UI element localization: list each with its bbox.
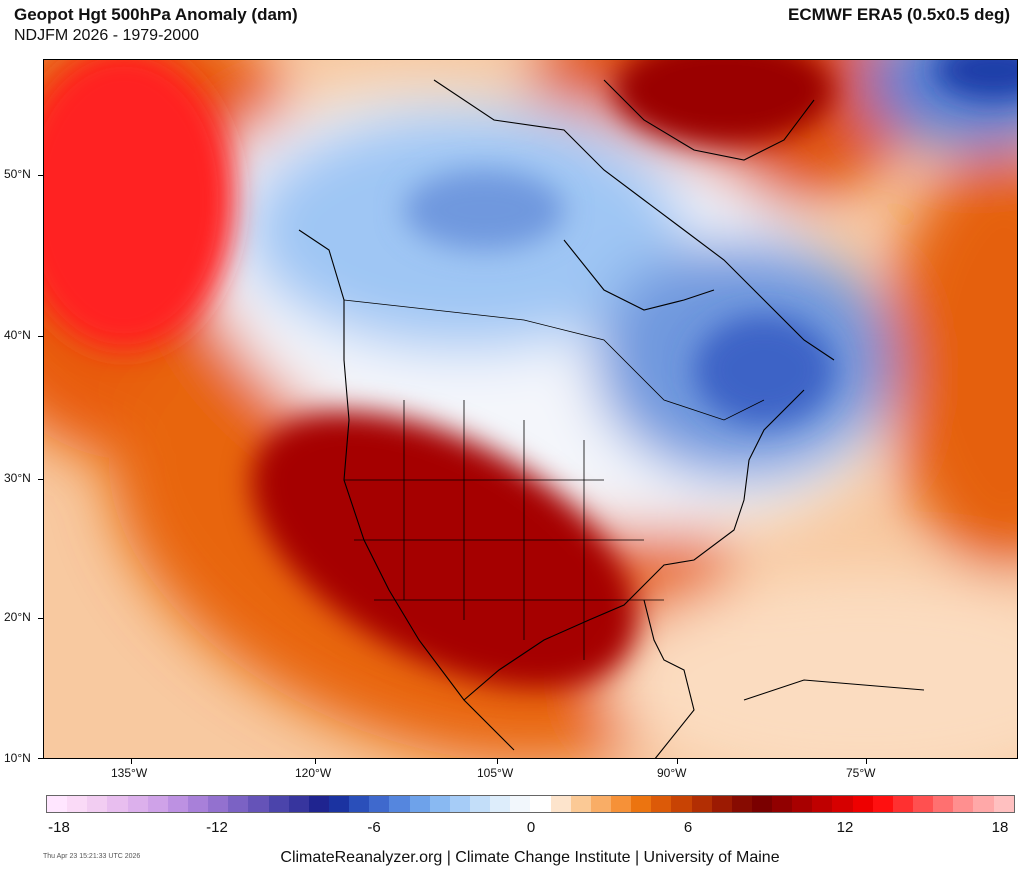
timestamp: Thu Apr 23 15:21:33 UTC 2026 xyxy=(43,853,141,860)
colorbar-swatch xyxy=(167,796,188,812)
colorbar-swatch xyxy=(490,796,511,812)
colorbar-swatch xyxy=(127,796,148,812)
colorbar-swatch xyxy=(349,796,370,812)
colorbar-swatch xyxy=(832,796,853,812)
colorbar-swatch xyxy=(852,796,873,812)
colorbar-swatch xyxy=(248,796,269,812)
colorbar-label: -12 xyxy=(206,819,228,836)
lat-tick xyxy=(38,618,43,619)
pacific-ridge-core xyxy=(44,60,234,350)
colorbar-swatch xyxy=(208,796,229,812)
colorbar-label-max: 18 xyxy=(991,819,1009,836)
lon-label-135w: 135°W xyxy=(111,766,148,780)
colorbar-swatch xyxy=(147,796,168,812)
lon-label-90w: 90°W xyxy=(657,766,687,780)
lon-label-75w: 75°W xyxy=(846,766,876,780)
colorbar-swatch xyxy=(772,796,793,812)
colorbar-swatch xyxy=(67,796,88,812)
lat-label-10n: 10°N xyxy=(4,751,31,765)
colorbar-label-min: -18 xyxy=(48,819,70,836)
colorbar-label: 12 xyxy=(836,819,854,836)
colorbar-swatch xyxy=(530,796,551,812)
colorbar-swatch xyxy=(812,796,833,812)
greenland-ridge-core xyxy=(614,60,834,145)
colorbar-swatch xyxy=(187,796,209,812)
tropical-pale-region xyxy=(604,570,1017,758)
lat-label-20n: 20°N xyxy=(4,610,31,624)
lon-tick xyxy=(497,759,498,764)
colorbar-swatch xyxy=(288,796,309,812)
colorbar-swatch xyxy=(570,796,591,812)
colorbar-swatch xyxy=(228,796,249,812)
colorbar-swatch xyxy=(792,796,813,812)
colorbar-label: -6 xyxy=(367,819,381,836)
lat-label-50n: 50°N xyxy=(4,167,31,181)
lon-tick xyxy=(866,759,867,764)
colorbar-swatch xyxy=(993,796,1014,812)
western-us-ridge-core xyxy=(251,411,637,689)
quebec-trough-core xyxy=(694,315,834,425)
lon-label-120w: 120°W xyxy=(295,766,332,780)
colorbar xyxy=(46,795,1015,813)
colorbar-swatch xyxy=(449,796,470,812)
colorbar-swatch xyxy=(711,796,732,812)
anomaly-map xyxy=(43,59,1018,759)
lat-label-30n: 30°N xyxy=(4,471,31,485)
colorbar-swatch xyxy=(953,796,974,812)
colorbar-swatch xyxy=(409,796,430,812)
dataset-label: ECMWF ERA5 (0.5x0.5 deg) xyxy=(788,5,1010,24)
colorbar-swatch xyxy=(973,796,994,812)
colorbar-swatch xyxy=(47,796,68,812)
colorbar-swatch xyxy=(429,796,450,812)
colorbar-label-zero: 0 xyxy=(526,819,536,836)
colorbar-swatch xyxy=(671,796,692,812)
colorbar-swatch xyxy=(872,796,893,812)
colorbar-swatch xyxy=(590,796,611,812)
lon-tick xyxy=(315,759,316,764)
colorbar-swatch xyxy=(87,796,108,812)
credit-line: ClimateReanalyzer.org | Climate Change I… xyxy=(280,849,780,866)
colorbar-swatch xyxy=(731,796,752,812)
colorbar-swatch xyxy=(610,796,632,812)
colorbar-swatch xyxy=(328,796,350,812)
colorbar-swatch xyxy=(651,796,672,812)
colorbar-swatch xyxy=(913,796,934,812)
canada-trough-core xyxy=(404,170,564,250)
mid-atlantic-ridge-region xyxy=(884,150,1017,570)
colorbar-swatch xyxy=(469,796,491,812)
lat-tick xyxy=(38,175,43,176)
atlantic-trough-core xyxy=(934,60,1017,100)
map-title: Geopot Hgt 500hPa Anomaly (dam) xyxy=(14,5,298,24)
colorbar-swatch xyxy=(107,796,128,812)
colorbar-swatch xyxy=(308,796,329,812)
colorbar-swatch xyxy=(933,796,954,812)
colorbar-label: 6 xyxy=(683,819,693,836)
lat-label-40n: 40°N xyxy=(4,328,31,342)
colorbar-swatch xyxy=(892,796,914,812)
colorbar-swatch xyxy=(751,796,773,812)
colorbar-swatch xyxy=(510,796,531,812)
colorbar-swatch xyxy=(550,796,571,812)
map-subtitle: NDJFM 2026 - 1979-2000 xyxy=(14,27,199,44)
colorbar-swatch xyxy=(691,796,712,812)
lat-tick xyxy=(38,336,43,337)
lat-tick xyxy=(38,758,43,759)
lon-tick xyxy=(677,759,678,764)
colorbar-swatch xyxy=(369,796,390,812)
colorbar-swatch xyxy=(631,796,652,812)
lon-label-105w: 105°W xyxy=(477,766,514,780)
borders xyxy=(343,299,765,660)
colorbar-swatch xyxy=(268,796,289,812)
lat-tick xyxy=(38,479,43,480)
colorbar-swatch xyxy=(389,796,410,812)
lon-tick xyxy=(131,759,132,764)
